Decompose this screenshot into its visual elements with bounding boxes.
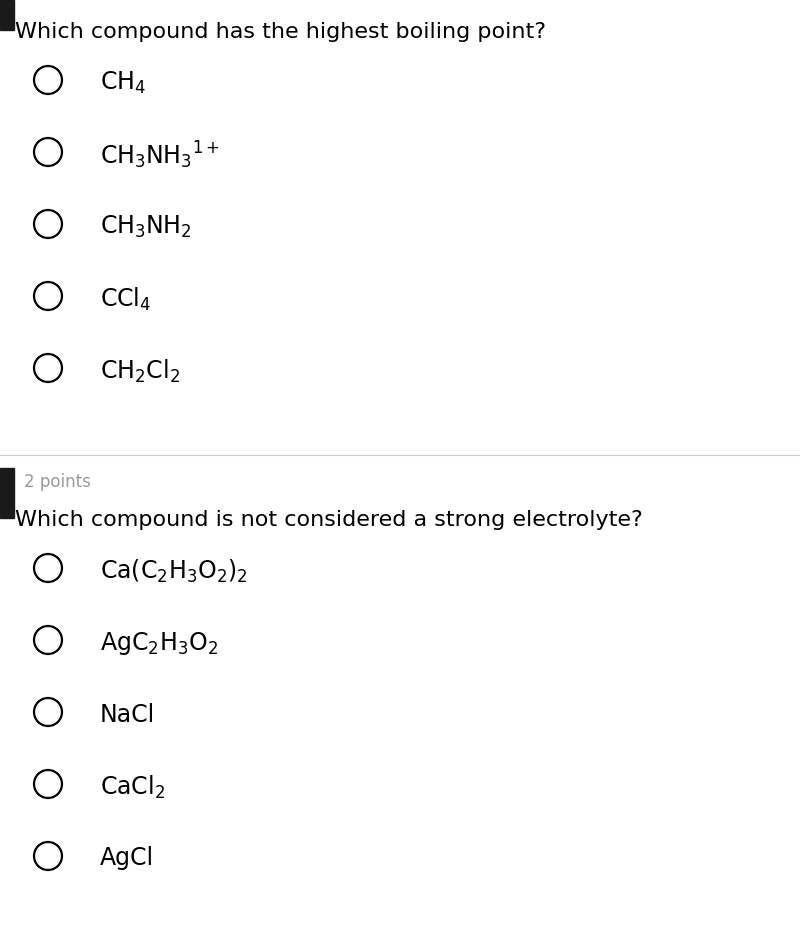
Text: CH$_3$NH$_3$$^{1+}$: CH$_3$NH$_3$$^{1+}$	[100, 140, 220, 171]
Text: AgC$_2$H$_3$O$_2$: AgC$_2$H$_3$O$_2$	[100, 630, 218, 657]
Text: CaCl$_2$: CaCl$_2$	[100, 773, 165, 801]
Text: 2 points: 2 points	[24, 473, 91, 491]
Text: Which compound is not considered a strong electrolyte?: Which compound is not considered a stron…	[15, 510, 642, 530]
Text: Which compound has the highest boiling point?: Which compound has the highest boiling p…	[15, 22, 546, 42]
Text: CCl$_4$: CCl$_4$	[100, 286, 151, 313]
Bar	[0, 0, 14, 30]
Text: NaCl: NaCl	[100, 702, 155, 726]
Text: AgCl: AgCl	[100, 846, 154, 870]
Text: Ca(C$_2$H$_3$O$_2$)$_2$: Ca(C$_2$H$_3$O$_2$)$_2$	[100, 558, 248, 585]
Text: CH$_3$NH$_2$: CH$_3$NH$_2$	[100, 214, 191, 240]
Text: CH$_2$Cl$_2$: CH$_2$Cl$_2$	[100, 357, 180, 385]
Text: CH$_4$: CH$_4$	[100, 70, 146, 96]
Bar	[0, 468, 14, 518]
